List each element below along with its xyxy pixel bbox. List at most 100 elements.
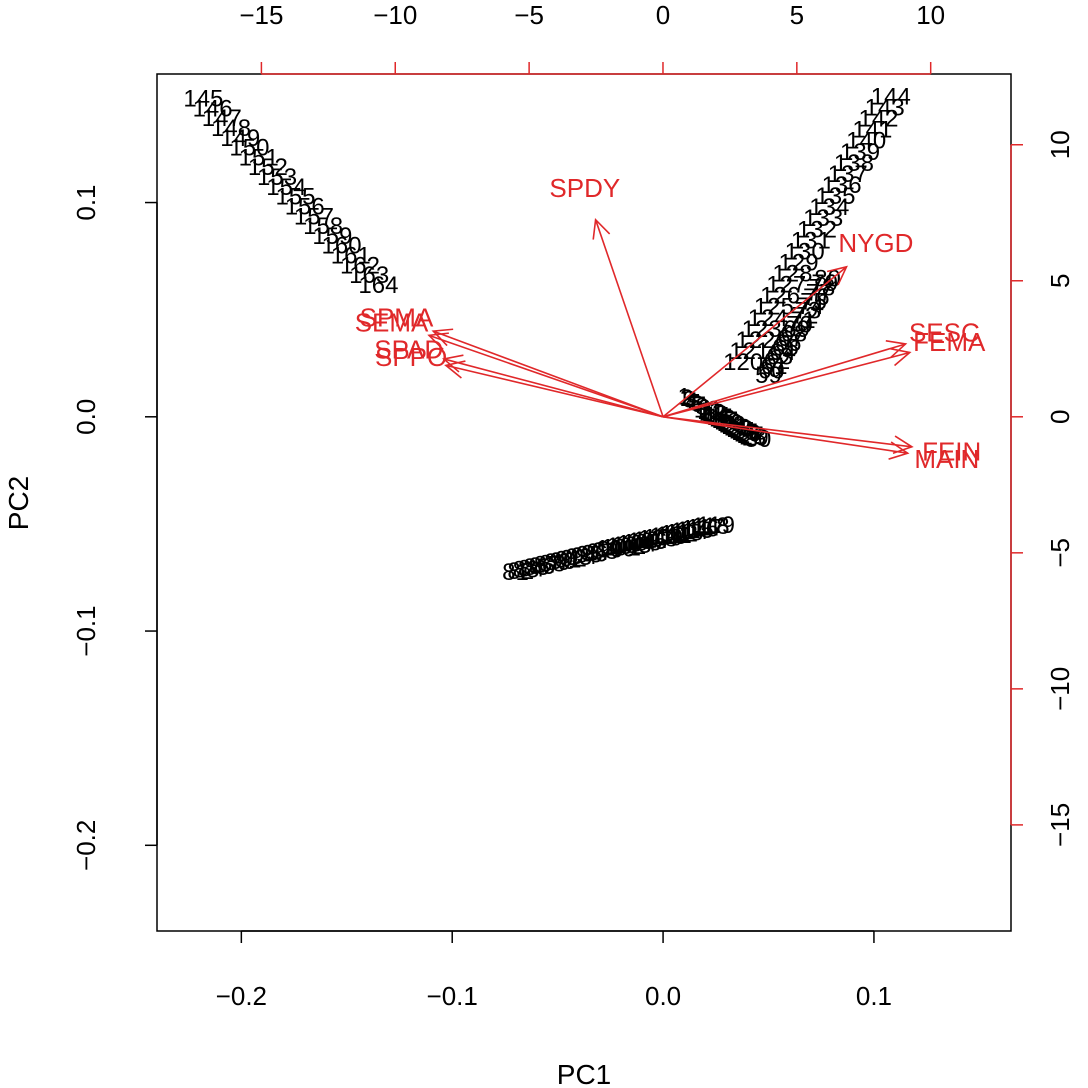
- observation-label: 104: [617, 531, 657, 558]
- observation-label: 144: [871, 83, 911, 110]
- observation-label: 97: [586, 539, 613, 566]
- observation-label: 140: [846, 128, 886, 155]
- observation-label: 82: [507, 558, 534, 585]
- x-tick-label: −0.2: [216, 981, 267, 1011]
- observation-label: 88: [539, 550, 566, 577]
- observation-label: 143: [865, 94, 905, 121]
- loading-label: MAIN: [914, 444, 979, 474]
- loading-arrowhead: [826, 265, 848, 286]
- observation-label: 131: [791, 227, 831, 254]
- observation-label: 130: [785, 238, 825, 265]
- observation-label: 93: [565, 544, 592, 571]
- observation-label: 60: [758, 357, 785, 384]
- loading-arrowhead: [892, 435, 914, 455]
- right-tick-label: −15: [1045, 803, 1075, 847]
- observation-label: 17: [712, 407, 739, 434]
- observation-label: 71: [789, 307, 816, 334]
- observation-label: 134: [809, 194, 849, 221]
- observation-label: 87: [534, 552, 561, 579]
- y-tick-label: −0.1: [71, 605, 101, 656]
- observation-label: 105: [622, 529, 662, 556]
- loading-arrowhead: [444, 360, 466, 379]
- observation-label: 16: [709, 406, 736, 433]
- observation-label: 142: [858, 106, 898, 133]
- observation-label: 148: [211, 115, 251, 142]
- x-tick-label: −0.1: [427, 981, 478, 1011]
- observation-label: 126: [760, 283, 800, 310]
- observation-label: 77: [806, 279, 833, 306]
- observation-label: 117: [686, 514, 724, 541]
- observation-label: 132: [797, 216, 837, 243]
- loading-arrowhead: [427, 332, 449, 351]
- y-tick-label: 0.0: [71, 399, 101, 435]
- observation-label: 153: [257, 164, 297, 191]
- observation-label: 18: [714, 408, 741, 435]
- observation-label: 163: [349, 262, 389, 289]
- observation-label: 127: [766, 272, 806, 299]
- observation-label: 139: [840, 139, 880, 166]
- observation-label: 133: [803, 205, 843, 232]
- loading-label: SPMA: [360, 302, 434, 332]
- observation-label: 91: [555, 547, 582, 574]
- x-axis-top: −15 −10 −5 0 5 10: [239, 0, 945, 75]
- loading-arrow: [443, 358, 664, 418]
- observation-label: 136: [822, 172, 862, 199]
- top-tick-label: −5: [514, 0, 544, 30]
- observation-label: 124: [748, 305, 788, 332]
- observation-label: 76: [803, 284, 830, 311]
- loading-label: FEIN: [922, 437, 981, 467]
- observation-label: 145: [183, 86, 223, 113]
- loading-label: SPPO: [375, 342, 447, 372]
- observation-label-layer: 1451461471481491501511521531541551561571…: [183, 83, 910, 586]
- observation-label: 119: [697, 512, 735, 539]
- loading-arrowhead: [888, 441, 910, 460]
- loading-arrow: [662, 351, 910, 418]
- observation-label: 129: [779, 249, 819, 276]
- observation-label: 146: [193, 95, 233, 122]
- x-axis-title: PC1: [557, 1059, 611, 1088]
- loading-arrowhead: [885, 340, 908, 359]
- observation-label: 159: [312, 223, 352, 250]
- observation-label: 157: [294, 203, 334, 230]
- observation-label: 63: [766, 344, 793, 371]
- observation-label: 128: [772, 261, 812, 288]
- y-tick-label: 0.1: [71, 184, 101, 220]
- right-tick-label: 5: [1045, 274, 1075, 288]
- observation-label: 108: [638, 526, 678, 553]
- observation-label: 74: [797, 293, 824, 320]
- observation-label: 138: [834, 150, 874, 177]
- x-tick-label: 0.1: [856, 981, 892, 1011]
- observation-label: 98: [592, 538, 619, 565]
- observation-label: 111: [655, 522, 691, 549]
- right-tick-label: −5: [1045, 538, 1075, 568]
- observation-label: 160: [322, 233, 362, 260]
- observation-label: 150: [229, 135, 269, 162]
- top-tick-label: 5: [790, 0, 804, 30]
- observation-label: 1: [677, 383, 690, 410]
- observation-label: 61: [761, 353, 788, 380]
- loading-arrow: [432, 330, 664, 418]
- observation-label: 26: [734, 420, 761, 447]
- observation-label: 6: [690, 391, 703, 418]
- observation-label: 141: [852, 117, 892, 144]
- observation-label: 164: [358, 272, 398, 299]
- observation-label: 118: [691, 513, 729, 540]
- observation-label: 84: [518, 555, 545, 582]
- observation-label: 102: [606, 533, 646, 560]
- observation-label: 72: [792, 302, 819, 329]
- loading-arrow: [662, 416, 912, 448]
- observation-label: 85: [523, 554, 550, 581]
- observation-label: 113: [665, 519, 703, 546]
- loading-arrowhead: [592, 217, 611, 240]
- observation-label: 62: [764, 348, 791, 375]
- observation-label: 147: [202, 105, 242, 132]
- loading-arrow: [662, 416, 908, 455]
- top-tick-label: 0: [656, 0, 670, 30]
- observation-label: 95: [576, 542, 603, 569]
- observation-label: 154: [266, 174, 306, 201]
- observation-label: 24: [729, 417, 756, 444]
- observation-label: 99: [597, 537, 624, 564]
- observation-label: 162: [340, 252, 380, 279]
- observation-label: 156: [285, 193, 325, 220]
